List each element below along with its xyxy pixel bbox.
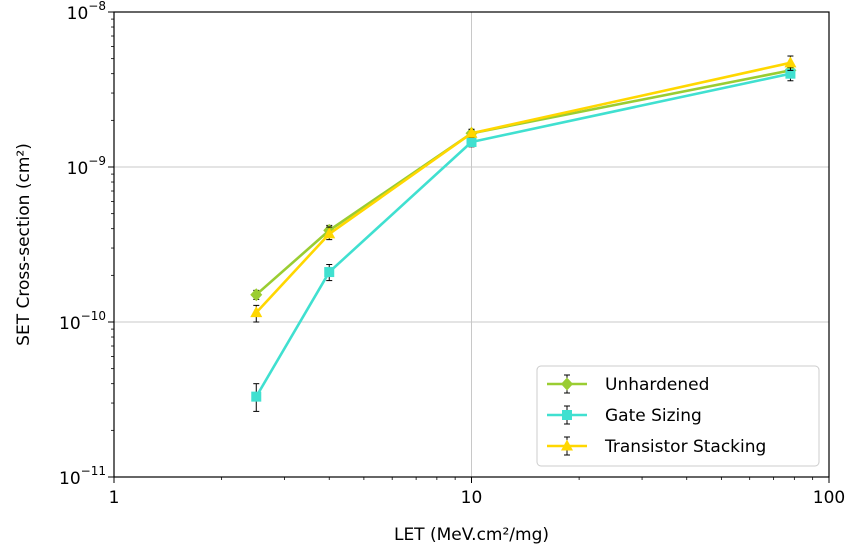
grid bbox=[114, 12, 829, 477]
data-point bbox=[250, 288, 263, 302]
y-tick-exponent: −9 bbox=[88, 154, 106, 168]
series-line bbox=[255, 72, 791, 398]
legend: Unhardened Gate Sizing Transistor Stacking bbox=[536, 365, 820, 467]
data-point bbox=[324, 267, 335, 278]
legend-label: Gate Sizing bbox=[605, 406, 702, 426]
data-point bbox=[250, 306, 263, 318]
y-tick-label: 10−10 bbox=[59, 309, 106, 334]
y-tick-label: 10−9 bbox=[67, 154, 106, 179]
data-point bbox=[785, 68, 796, 79]
y-tick-exponent: −10 bbox=[81, 309, 106, 323]
y-tick-base: 10 bbox=[67, 4, 89, 24]
legend-entry: Unhardened bbox=[547, 374, 709, 395]
legend-label: Unhardened bbox=[605, 375, 709, 395]
legend-entry: Transistor Stacking bbox=[547, 436, 766, 457]
y-axis-label: SET Cross-section (cm²) bbox=[14, 143, 34, 346]
data-point bbox=[323, 227, 336, 239]
y-tick-label: 10−11 bbox=[59, 464, 106, 489]
series-line bbox=[255, 61, 791, 314]
data-point bbox=[466, 136, 477, 147]
series-line bbox=[255, 69, 791, 296]
y-tick-base: 10 bbox=[67, 159, 89, 179]
legend-marker bbox=[561, 377, 573, 391]
x-axis-label: LET (MeV.cm²/mg) bbox=[394, 525, 549, 545]
x-tick-label: 10 bbox=[461, 488, 483, 508]
legend-marker bbox=[561, 439, 573, 451]
series-layer bbox=[250, 55, 797, 412]
legend-marker bbox=[562, 410, 572, 420]
x-tick-label: 1 bbox=[109, 488, 120, 508]
y-tick-exponent: −8 bbox=[88, 0, 106, 13]
y-tick-base: 10 bbox=[59, 469, 81, 489]
data-point bbox=[251, 391, 262, 402]
data-point bbox=[784, 56, 797, 68]
legend-label: Transistor Stacking bbox=[604, 437, 766, 457]
legend-entry: Gate Sizing bbox=[547, 405, 702, 426]
legend-box bbox=[536, 365, 820, 467]
data-point bbox=[465, 126, 478, 138]
y-tick-exponent: −11 bbox=[81, 464, 106, 478]
series-transistor-stacking bbox=[250, 55, 797, 323]
series-gate-sizing bbox=[251, 66, 796, 412]
x-tick-label: 100 bbox=[813, 488, 845, 508]
y-tick-base: 10 bbox=[59, 314, 81, 334]
y-tick-label: 10−8 bbox=[67, 0, 106, 24]
